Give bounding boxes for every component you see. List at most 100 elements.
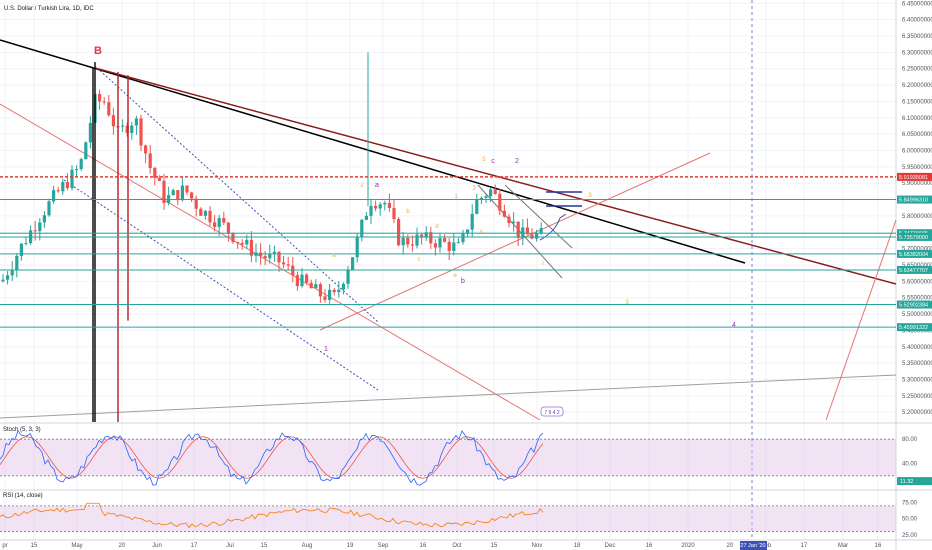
- candle-body: [157, 177, 161, 181]
- y-tick-label: 5.40000000: [902, 345, 932, 351]
- candle-body: [374, 205, 378, 209]
- rsi-tick: 75.00: [902, 501, 918, 507]
- price-tag-bg: [897, 195, 932, 204]
- candle-body: [15, 255, 19, 270]
- candle-body: [42, 215, 46, 223]
- candle-body: [328, 289, 332, 300]
- candle-body: [134, 118, 138, 126]
- candle-body: [102, 101, 106, 103]
- x-tick-label: 16: [875, 543, 882, 549]
- candle-body: [415, 234, 419, 246]
- blue-channel-line: [96, 67, 379, 323]
- candle-body: [438, 238, 442, 248]
- rsi-tick: 50.00: [902, 517, 918, 523]
- y-tick-label: 5.90000000: [902, 181, 932, 187]
- y-tick-label: 6.25000000: [902, 67, 932, 73]
- stoch-d-line: [0, 436, 544, 479]
- candle-body: [203, 210, 207, 216]
- candle-body: [245, 239, 249, 245]
- price-tag: 5.84996310: [897, 195, 932, 204]
- candle-body: [1, 279, 5, 282]
- candle-body: [305, 274, 309, 283]
- candle-body: [79, 159, 83, 170]
- candle-body: [208, 210, 212, 223]
- chart-drawings: [0, 0, 897, 540]
- x-tick-label: 20: [119, 543, 126, 549]
- candle-body: [332, 289, 336, 293]
- x-tick-label: 17: [801, 543, 808, 549]
- candle-body: [10, 269, 14, 276]
- price-tag-bg: [897, 300, 932, 309]
- candle-body: [521, 227, 525, 238]
- y-tick-label: 6.05000000: [902, 132, 932, 138]
- candle-body: [392, 208, 396, 220]
- candle-body: [456, 242, 460, 244]
- wave-label: c: [491, 158, 495, 165]
- stoch-k-line: [0, 429, 544, 486]
- candle-body: [176, 190, 180, 201]
- candle-body: [369, 205, 373, 216]
- candle-body: [346, 269, 350, 284]
- candle-body: [148, 153, 152, 168]
- price-tag-bg: [897, 249, 932, 258]
- x-tick-label: 16: [646, 543, 653, 549]
- candle-body: [98, 93, 102, 102]
- y-tick-label: 5.70000000: [902, 247, 932, 253]
- badge-text: 7 9 4 2: [544, 410, 560, 416]
- candle-body: [19, 243, 23, 256]
- price-tag: 5.73570000: [897, 232, 932, 241]
- candle-body: [452, 242, 456, 251]
- x-tick-label: Dec: [605, 543, 616, 549]
- candle-body: [75, 169, 79, 171]
- y-tick-label: 5.60000000: [902, 279, 932, 285]
- candle-body: [61, 182, 65, 192]
- y-tick-label: 5.80000000: [902, 214, 932, 220]
- candle-body: [144, 145, 148, 154]
- candle-body: [424, 232, 428, 238]
- projection-arrow: [539, 213, 567, 241]
- candle-body: [507, 216, 511, 224]
- candle-body: [337, 289, 341, 293]
- wave-label: a: [375, 182, 379, 189]
- price-tag-bg: [897, 265, 932, 274]
- candle-body: [268, 253, 272, 259]
- candle-body: [466, 229, 470, 234]
- x-tick-label: Oct: [452, 543, 462, 549]
- x-tick-label: Sep: [378, 543, 389, 549]
- price-axis[interactable]: 6.45000000 6.40000000 6.35000000 6.30000000…: [897, 1, 932, 416]
- candle-body: [6, 275, 10, 280]
- price-tag-label: 5.63477707: [899, 268, 928, 274]
- y-tick-label: 5.25000000: [902, 394, 932, 400]
- candle-body: [121, 125, 125, 127]
- price-tag-bg: [897, 323, 932, 332]
- x-tick-label: Jun: [152, 543, 162, 549]
- x-tick-label: 16: [420, 543, 427, 549]
- red-trendline: [94, 67, 897, 285]
- time-axis[interactable]: pr 15 May 20 Jun 17 Jul 15 Aug 19 Sep 16 Oct 15 Nov 18 D…: [2, 541, 882, 550]
- candle-body: [484, 196, 488, 198]
- candle-body: [383, 202, 387, 205]
- candle-body: [153, 167, 157, 178]
- wave-label: 5: [482, 157, 486, 163]
- candle-body: [433, 243, 437, 248]
- wave-label: b: [406, 209, 410, 215]
- candle-body: [33, 230, 37, 232]
- price-tag-label: 5.45991322: [899, 325, 928, 331]
- wave-label: 4: [479, 230, 483, 236]
- candle-body: [240, 242, 244, 245]
- rsi-pane: 75.00 50.00 25.00: [0, 501, 918, 539]
- candle-body: [222, 218, 226, 223]
- price-tag: 5.68382004: [897, 249, 932, 258]
- candle-body: [493, 189, 497, 194]
- price-tag: 5.45991322: [897, 323, 932, 332]
- blue-channel-line: [63, 179, 379, 391]
- stoch-value-label: 11.32: [900, 479, 913, 485]
- candle-body: [300, 274, 304, 287]
- candle-body: [226, 222, 230, 233]
- price-tag-label: 5.84996310: [899, 198, 928, 204]
- x-tick-label: 15: [31, 543, 38, 549]
- candle-body: [535, 233, 539, 239]
- y-tick-label: 6.40000000: [902, 18, 932, 24]
